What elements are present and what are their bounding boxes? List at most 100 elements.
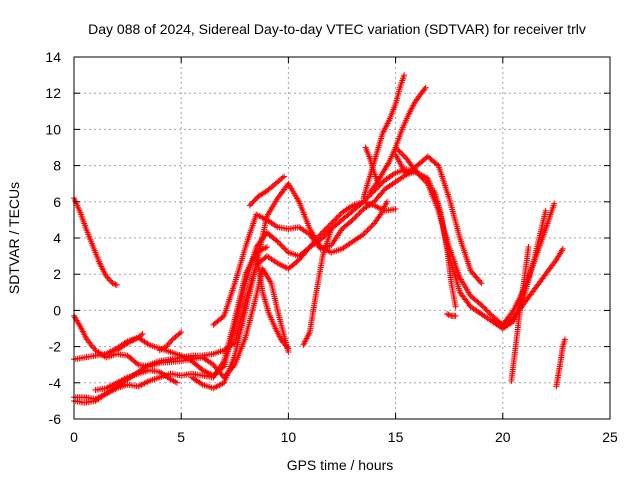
series-arc-16 xyxy=(362,144,382,187)
data-point xyxy=(294,257,301,264)
x-axis-label: GPS time / hours xyxy=(287,457,394,473)
y-tick-label: 0 xyxy=(53,302,61,318)
data-point xyxy=(318,230,325,237)
chart-title: Day 088 of 2024, Sidereal Day-to-day VTE… xyxy=(88,21,586,37)
data-point xyxy=(284,248,291,255)
series-arc-07 xyxy=(113,330,146,354)
data-point xyxy=(363,228,370,235)
data-point xyxy=(357,208,364,215)
data-point xyxy=(332,216,339,223)
data-point xyxy=(176,330,183,337)
data-point xyxy=(320,234,327,241)
data-point xyxy=(482,306,489,313)
data-point xyxy=(328,220,335,227)
data-point xyxy=(446,312,453,319)
data-point xyxy=(285,345,292,352)
data-point xyxy=(281,245,288,252)
data-point xyxy=(333,215,340,222)
data-point xyxy=(393,145,400,152)
data-point xyxy=(318,235,325,242)
data-point xyxy=(509,308,516,315)
data-point xyxy=(353,212,360,219)
y-tick-label: 8 xyxy=(53,158,61,174)
data-point xyxy=(277,241,284,248)
data-point xyxy=(138,332,145,339)
data-point xyxy=(478,280,485,287)
data-point xyxy=(280,339,287,346)
series-arc-13 xyxy=(300,225,335,348)
data-point xyxy=(324,224,331,231)
data-point xyxy=(325,223,332,230)
data-point xyxy=(525,244,532,251)
data-point xyxy=(384,198,391,205)
data-point xyxy=(278,338,285,345)
y-tick-label: -6 xyxy=(49,411,62,427)
data-point xyxy=(355,211,362,218)
data-point xyxy=(444,311,451,318)
data-point xyxy=(485,308,492,315)
data-point xyxy=(167,339,174,346)
x-tick-label: 20 xyxy=(495,429,511,445)
data-point xyxy=(278,242,285,249)
data-point xyxy=(316,232,323,239)
series-arc-08 xyxy=(156,329,185,354)
data-point xyxy=(483,307,490,314)
data-point xyxy=(421,86,428,93)
data-point xyxy=(322,225,329,232)
data-point xyxy=(392,144,399,151)
data-point xyxy=(281,341,288,348)
series-arc-21 xyxy=(444,311,459,319)
data-point xyxy=(336,212,343,219)
y-tick-label: 10 xyxy=(45,121,61,137)
data-point xyxy=(279,174,286,181)
y-tick-label: 14 xyxy=(45,49,61,65)
series-arc-20 xyxy=(431,187,459,310)
data-point xyxy=(109,280,116,287)
data-point xyxy=(321,227,328,234)
data-point xyxy=(139,330,146,337)
data-point xyxy=(422,84,429,91)
data-point xyxy=(401,72,408,79)
data-point xyxy=(276,239,283,246)
data-point xyxy=(103,273,110,280)
y-tick-label: 6 xyxy=(53,194,61,210)
y-tick-label: 12 xyxy=(45,85,61,101)
data-point xyxy=(284,343,291,350)
data-point xyxy=(452,312,459,319)
data-point xyxy=(478,301,485,308)
data-point xyxy=(559,245,566,252)
data-point xyxy=(356,210,363,217)
data-point xyxy=(112,281,119,288)
series-arc-05 xyxy=(71,244,270,406)
data-point xyxy=(486,310,493,317)
data-point xyxy=(397,149,404,156)
data-point xyxy=(280,244,287,251)
data-point xyxy=(364,227,371,234)
series-arc-11 xyxy=(246,173,288,209)
data-point xyxy=(281,173,288,180)
data-point xyxy=(329,219,336,226)
data-point xyxy=(395,147,402,154)
x-tick-label: 10 xyxy=(281,429,297,445)
x-tick-label: 15 xyxy=(388,429,404,445)
data-point xyxy=(282,246,289,253)
data-point xyxy=(334,213,341,220)
data-point xyxy=(481,304,488,311)
y-tick-label: 4 xyxy=(53,230,61,246)
data-point xyxy=(317,231,324,238)
data-point xyxy=(349,216,356,223)
data-point xyxy=(163,343,170,350)
data-point xyxy=(399,151,406,158)
data-point xyxy=(107,277,114,284)
data-point xyxy=(445,311,452,318)
series-arc-10 xyxy=(210,168,421,328)
data-point xyxy=(379,179,386,186)
data-point xyxy=(282,342,289,349)
data-point xyxy=(368,223,375,230)
series-arc-18 xyxy=(392,151,485,287)
data-point xyxy=(330,217,337,224)
series-arc-25 xyxy=(553,336,568,390)
data-point xyxy=(551,200,558,207)
y-axis-label: SDTVAR / TECUs xyxy=(6,182,22,294)
y-tick-label: -4 xyxy=(49,375,62,391)
